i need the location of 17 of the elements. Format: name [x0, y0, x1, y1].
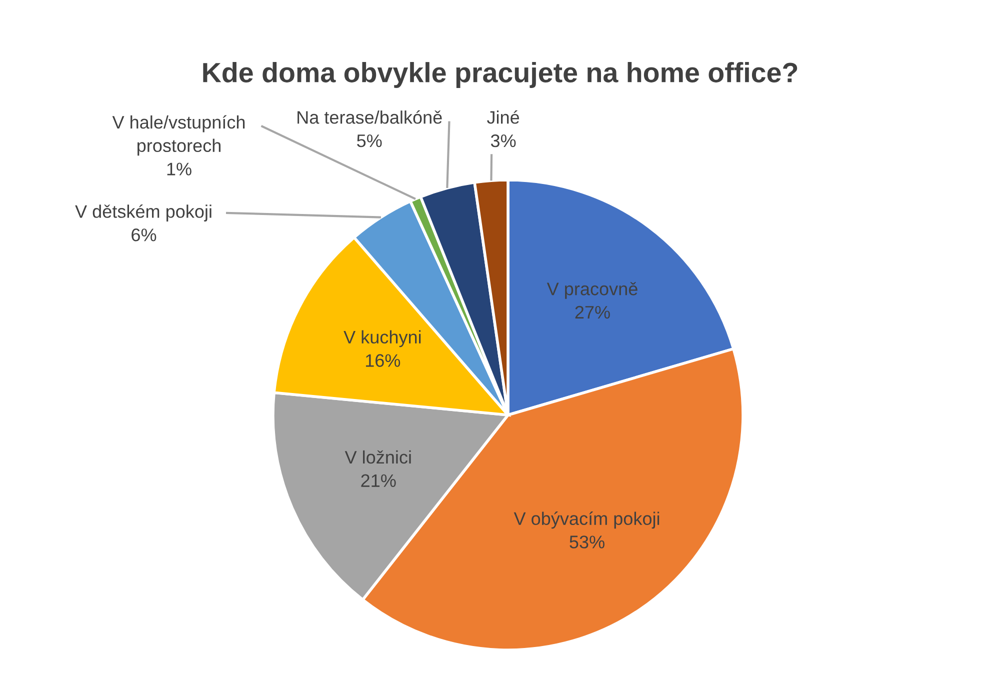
slice-label: V obývacím pokoji — [514, 512, 660, 529]
data-label: 3% — [490, 134, 516, 148]
slice-label: V kuchyni — [344, 330, 421, 348]
slice-label: V ložnici — [344, 450, 411, 464]
slice-label: Na terase/balkóně — [298, 110, 442, 124]
data-label: 5% — [357, 134, 382, 148]
slice-label: V dětském pokoji — [75, 204, 212, 222]
slice-label: Jiné — [487, 110, 520, 124]
slice-label: V hale/vstupních prostorech — [112, 115, 245, 156]
data-label: 21% — [361, 474, 396, 487]
data-label: 16% — [366, 354, 400, 367]
data-label: 27% — [575, 306, 610, 319]
data-label: 1% — [167, 162, 192, 176]
slice-label: V pracovně — [546, 282, 638, 299]
data-label: 53% — [570, 536, 604, 548]
data-label: 6% — [132, 228, 156, 242]
chart-title: Kde doma obvykle pracujete na home office? — [203, 62, 798, 88]
